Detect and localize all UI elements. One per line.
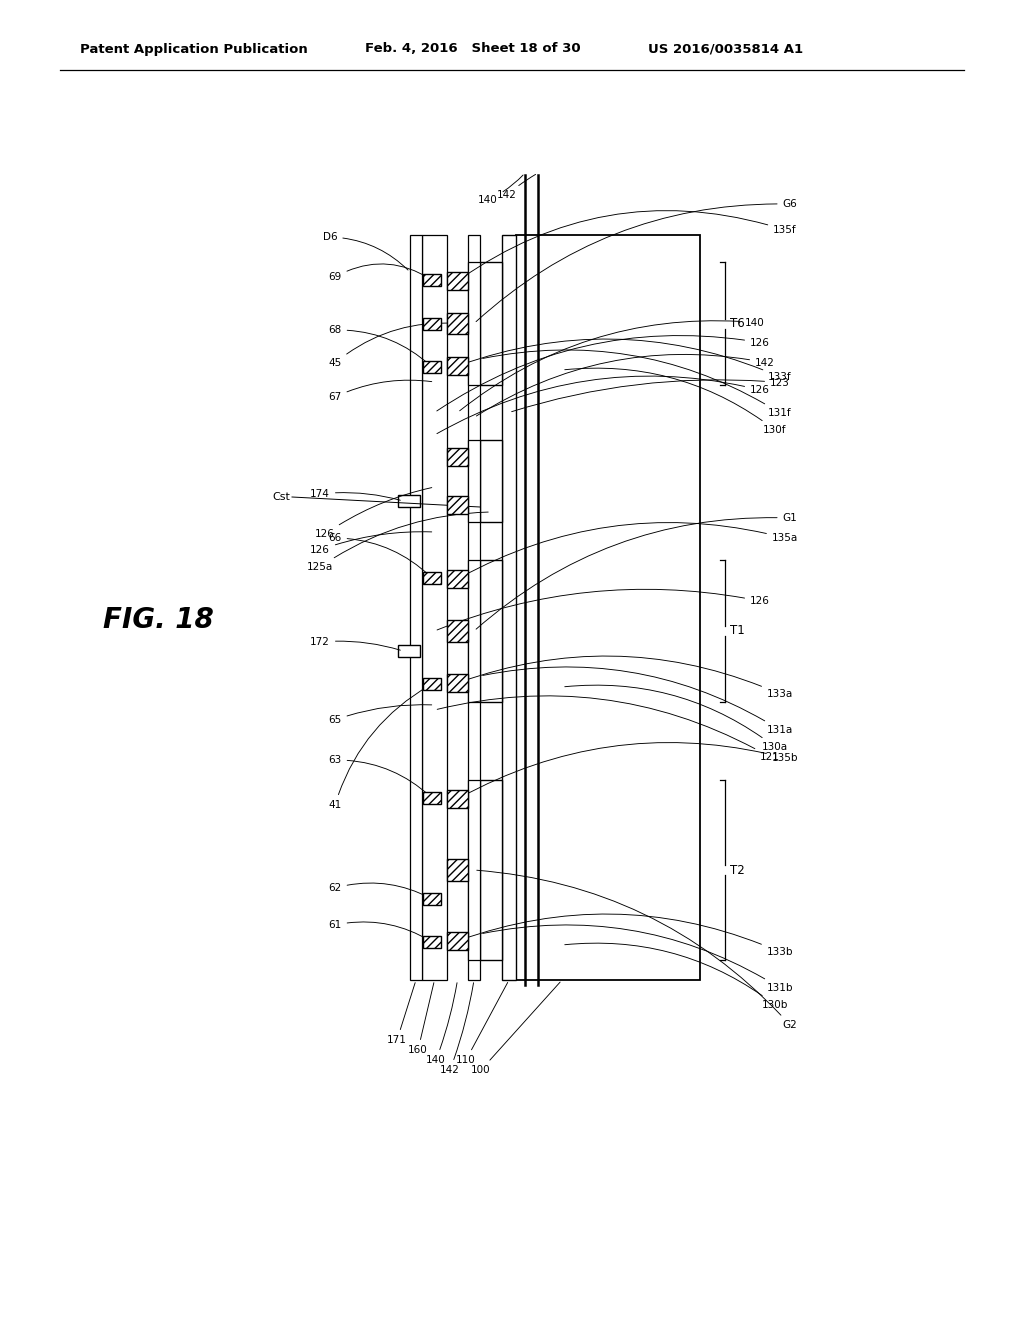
Text: 130a: 130a <box>565 685 788 752</box>
Text: T2: T2 <box>730 863 744 876</box>
Bar <box>423 318 441 330</box>
Text: 135a: 135a <box>460 523 798 578</box>
Bar <box>447 570 468 587</box>
Text: 131f: 131f <box>482 350 792 418</box>
Bar <box>423 360 441 374</box>
Bar <box>447 789 468 808</box>
Text: 142: 142 <box>476 354 775 416</box>
Text: 125a: 125a <box>307 512 488 572</box>
Text: 172: 172 <box>310 638 400 651</box>
Bar <box>423 275 441 286</box>
Text: 110: 110 <box>456 982 508 1065</box>
Bar <box>423 936 441 948</box>
Text: 131a: 131a <box>482 667 794 735</box>
Bar <box>447 496 468 513</box>
Text: 133a: 133a <box>460 656 794 700</box>
Bar <box>480 261 502 385</box>
Bar <box>423 792 441 804</box>
Bar <box>480 560 502 702</box>
Text: G6: G6 <box>476 199 798 322</box>
Text: 160: 160 <box>409 982 434 1055</box>
Text: T1: T1 <box>730 624 744 638</box>
Bar <box>422 235 447 979</box>
Text: 140: 140 <box>478 176 523 205</box>
Bar <box>423 894 441 906</box>
Bar <box>398 645 420 657</box>
Text: 171: 171 <box>387 982 415 1045</box>
Bar <box>447 675 468 692</box>
Bar <box>423 678 441 690</box>
Bar <box>502 235 516 979</box>
Bar <box>480 440 502 521</box>
Bar <box>468 780 480 960</box>
Text: 142: 142 <box>440 983 473 1074</box>
Text: 61: 61 <box>329 920 430 941</box>
Bar <box>410 235 422 979</box>
Bar <box>447 932 468 950</box>
Bar <box>447 272 468 290</box>
Text: 126: 126 <box>310 532 432 554</box>
Text: 67: 67 <box>329 380 432 403</box>
Text: 65: 65 <box>329 705 432 725</box>
Text: 126: 126 <box>437 335 770 411</box>
Text: 100: 100 <box>471 982 560 1074</box>
Bar <box>468 440 480 521</box>
Text: Cst: Cst <box>272 492 290 502</box>
Text: 123: 123 <box>512 378 790 412</box>
Text: 68: 68 <box>329 325 430 366</box>
Bar <box>398 495 420 507</box>
Text: G2: G2 <box>477 870 798 1030</box>
Text: G1: G1 <box>476 513 798 630</box>
Text: 130f: 130f <box>565 368 786 436</box>
Text: 142: 142 <box>497 174 536 201</box>
Bar <box>447 356 468 375</box>
Text: 140: 140 <box>460 318 765 411</box>
Text: 69: 69 <box>329 264 430 282</box>
Bar <box>447 620 468 642</box>
Bar <box>468 261 480 385</box>
Text: 41: 41 <box>329 685 430 810</box>
Text: 63: 63 <box>329 755 430 796</box>
Text: 133b: 133b <box>460 913 794 957</box>
Text: 140: 140 <box>426 983 457 1065</box>
Text: 45: 45 <box>329 323 455 368</box>
Bar <box>516 235 700 979</box>
Text: US 2016/0035814 A1: US 2016/0035814 A1 <box>648 42 803 55</box>
Text: 126: 126 <box>437 589 770 630</box>
Bar <box>480 780 502 960</box>
Bar <box>468 560 480 702</box>
Text: 126: 126 <box>315 487 432 539</box>
Text: 130b: 130b <box>565 942 788 1010</box>
Text: Patent Application Publication: Patent Application Publication <box>80 42 308 55</box>
Text: 133f: 133f <box>460 339 792 381</box>
Text: 135b: 135b <box>460 743 799 797</box>
Bar <box>468 235 480 979</box>
Bar <box>447 313 468 334</box>
Text: 126: 126 <box>437 376 770 434</box>
Bar <box>447 447 468 466</box>
Text: Feb. 4, 2016   Sheet 18 of 30: Feb. 4, 2016 Sheet 18 of 30 <box>365 42 581 55</box>
Text: 66: 66 <box>329 533 430 576</box>
Text: 131b: 131b <box>482 925 794 993</box>
Text: 135f: 135f <box>460 211 797 280</box>
Bar <box>447 859 468 880</box>
Text: 62: 62 <box>329 883 429 898</box>
Text: 174: 174 <box>310 488 400 500</box>
Text: T6: T6 <box>730 317 744 330</box>
Text: D6: D6 <box>323 232 408 271</box>
Text: FIG. 18: FIG. 18 <box>102 606 213 634</box>
Text: 121: 121 <box>437 696 780 762</box>
Bar <box>423 572 441 583</box>
